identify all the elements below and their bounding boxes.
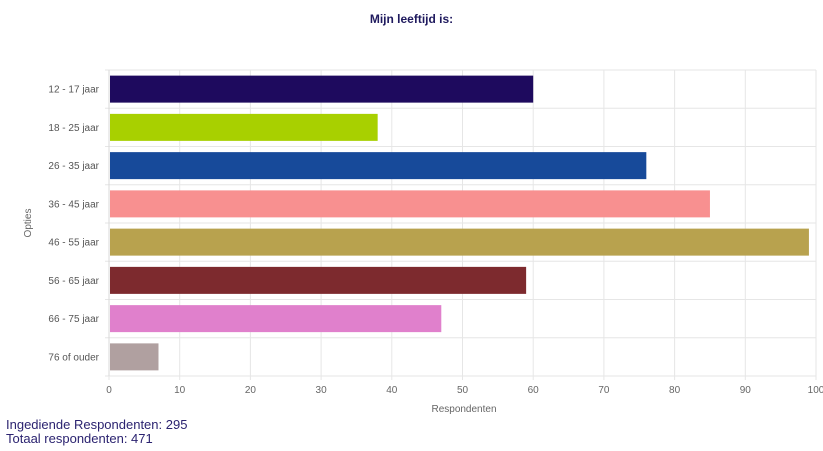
- x-tick-label: 70: [598, 385, 610, 396]
- bar: [110, 305, 442, 333]
- x-tick-label: 100: [808, 385, 823, 396]
- y-tick-label: 26 - 35 jaar: [48, 161, 99, 172]
- y-tick-label: 18 - 25 jaar: [48, 123, 99, 134]
- x-tick-label: 60: [528, 385, 540, 396]
- bar: [110, 75, 534, 103]
- bar: [110, 343, 159, 371]
- x-tick-label: 90: [740, 385, 752, 396]
- y-tick-label: 56 - 65 jaar: [48, 276, 99, 287]
- x-tick-label: 80: [669, 385, 681, 396]
- y-axis-label: Opties: [23, 209, 34, 238]
- bars: [110, 75, 809, 371]
- y-tick-label: 12 - 17 jaar: [48, 85, 99, 96]
- x-axis-label: Respondenten: [431, 404, 496, 415]
- x-tick-label: 20: [245, 385, 257, 396]
- y-tick-label: 76 of ouder: [48, 352, 99, 363]
- bar: [110, 266, 527, 294]
- y-tick-label: 46 - 55 jaar: [48, 238, 99, 249]
- x-tick-label: 10: [174, 385, 186, 396]
- y-tick-label: 36 - 45 jaar: [48, 199, 99, 210]
- total-respondents: Totaal respondenten: 471: [6, 431, 153, 446]
- chart-title: Mijn leeftijd is:: [369, 12, 454, 26]
- x-tick-label: 0: [106, 385, 112, 396]
- x-tick-label: 30: [316, 385, 328, 396]
- bar: [110, 152, 647, 180]
- respondent-summary: Ingediende Respondenten: 295 Totaal resp…: [6, 418, 187, 446]
- x-tick-label: 50: [457, 385, 469, 396]
- y-tick-labels: 12 - 17 jaar 18 - 25 jaar 26 - 35 jaar 36 -…: [48, 85, 99, 364]
- y-tick-label: 66 - 75 jaar: [48, 314, 99, 325]
- bar: [110, 228, 809, 256]
- bar-chart: 12 - 17 jaar 18 - 25 jaar 26 - 35 jaar 36 -…: [23, 69, 823, 415]
- bar: [110, 190, 710, 218]
- grid-lines: [105, 69, 817, 380]
- bar: [110, 113, 378, 141]
- x-tick-labels: 0 10 20 30 40 50 60 70 80 90 100: [106, 385, 823, 396]
- submitted-respondents: Ingediende Respondenten: 295: [6, 417, 188, 432]
- x-tick-label: 40: [386, 385, 398, 396]
